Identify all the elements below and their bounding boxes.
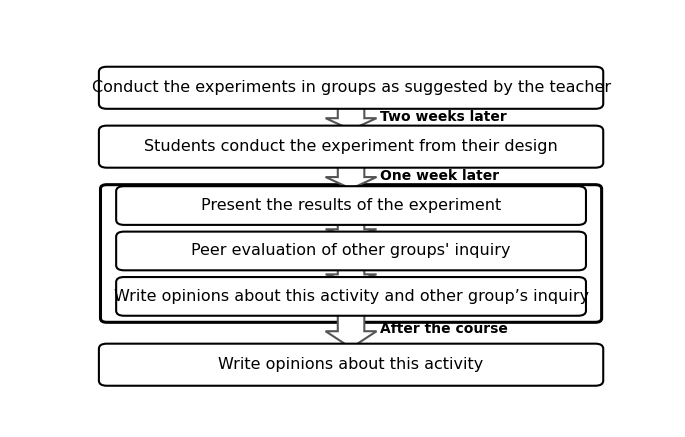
- Polygon shape: [325, 220, 377, 237]
- Polygon shape: [325, 265, 377, 282]
- Polygon shape: [325, 104, 377, 130]
- Polygon shape: [325, 311, 377, 348]
- Text: After the course: After the course: [380, 323, 508, 336]
- FancyBboxPatch shape: [99, 343, 603, 386]
- FancyBboxPatch shape: [99, 67, 603, 109]
- FancyBboxPatch shape: [116, 232, 586, 271]
- Text: Conduct the experiments in groups as suggested by the teacher: Conduct the experiments in groups as sug…: [92, 80, 610, 95]
- Text: Write opinions about this activity: Write opinions about this activity: [219, 357, 484, 372]
- Text: One week later: One week later: [380, 169, 499, 183]
- Text: Two weeks later: Two weeks later: [380, 110, 507, 124]
- FancyBboxPatch shape: [116, 186, 586, 225]
- Text: Write opinions about this activity and other group’s inquiry: Write opinions about this activity and o…: [114, 289, 588, 304]
- FancyBboxPatch shape: [116, 277, 586, 316]
- FancyBboxPatch shape: [101, 185, 601, 323]
- FancyBboxPatch shape: [99, 125, 603, 168]
- Text: Present the results of the experiment: Present the results of the experiment: [201, 198, 501, 213]
- Text: Peer evaluation of other groups' inquiry: Peer evaluation of other groups' inquiry: [191, 243, 511, 258]
- Text: Students conduct the experiment from their design: Students conduct the experiment from the…: [144, 139, 558, 154]
- Polygon shape: [325, 163, 377, 189]
